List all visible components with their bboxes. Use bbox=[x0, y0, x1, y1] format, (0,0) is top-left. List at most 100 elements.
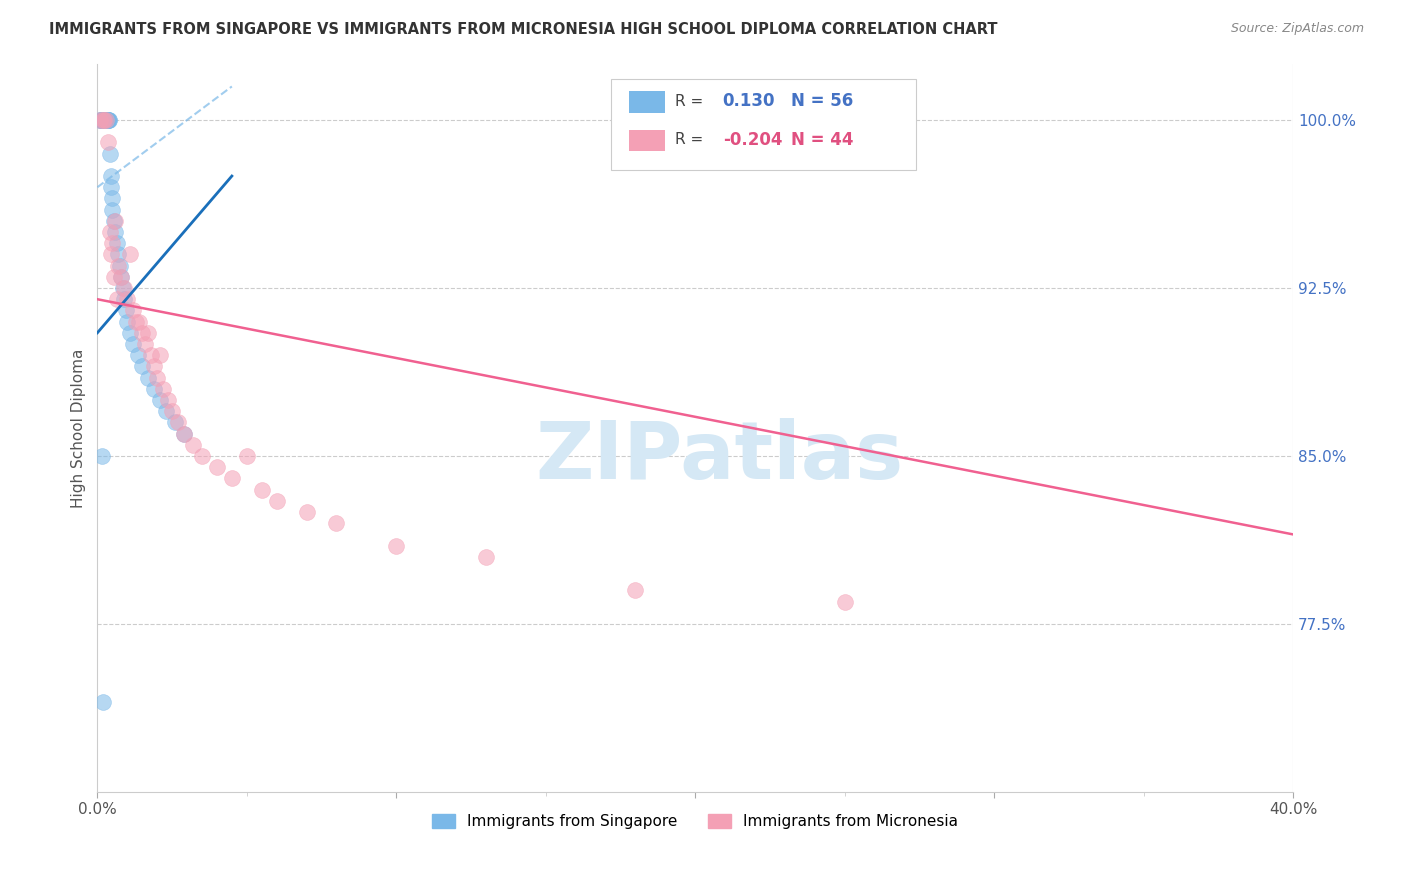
Point bbox=[94, 113, 117, 128]
Point bbox=[131, 326, 153, 340]
Point bbox=[91, 695, 114, 709]
Point bbox=[89, 113, 111, 128]
Point bbox=[103, 214, 125, 228]
Point bbox=[266, 493, 288, 508]
Point bbox=[94, 113, 117, 128]
Point bbox=[90, 113, 112, 128]
Point bbox=[101, 202, 124, 217]
Point bbox=[94, 113, 117, 128]
Point bbox=[120, 247, 142, 261]
Point bbox=[128, 315, 150, 329]
Point bbox=[97, 113, 120, 128]
Point bbox=[96, 113, 118, 128]
Point bbox=[236, 449, 259, 463]
Point bbox=[91, 113, 114, 128]
Point bbox=[89, 113, 111, 128]
Point bbox=[149, 392, 172, 407]
Point bbox=[120, 326, 142, 340]
Point bbox=[96, 113, 118, 128]
Point bbox=[136, 326, 159, 340]
Point bbox=[96, 113, 118, 128]
Point bbox=[134, 337, 156, 351]
Text: Source: ZipAtlas.com: Source: ZipAtlas.com bbox=[1230, 22, 1364, 36]
Point bbox=[221, 471, 243, 485]
FancyBboxPatch shape bbox=[612, 78, 917, 169]
Point bbox=[97, 113, 120, 128]
Point bbox=[173, 426, 195, 441]
Point bbox=[156, 392, 179, 407]
Point bbox=[160, 404, 183, 418]
Point bbox=[94, 113, 117, 128]
Point bbox=[100, 180, 122, 194]
Point bbox=[89, 113, 111, 128]
Point bbox=[91, 113, 114, 128]
Point bbox=[98, 225, 121, 239]
Text: -0.204: -0.204 bbox=[723, 131, 782, 149]
Point bbox=[125, 315, 148, 329]
Point bbox=[100, 247, 122, 261]
Point bbox=[173, 426, 195, 441]
Point bbox=[295, 505, 318, 519]
Point bbox=[98, 113, 121, 128]
Point bbox=[93, 113, 115, 128]
Point bbox=[91, 113, 114, 128]
Point bbox=[94, 113, 117, 128]
Point bbox=[105, 292, 128, 306]
Point bbox=[111, 281, 134, 295]
Point bbox=[91, 113, 114, 128]
Point bbox=[325, 516, 347, 531]
Point bbox=[205, 460, 228, 475]
Point bbox=[108, 259, 131, 273]
Point bbox=[149, 348, 172, 362]
Point bbox=[90, 449, 112, 463]
Text: ZIPatlas: ZIPatlas bbox=[534, 418, 903, 496]
Text: R =: R = bbox=[675, 94, 709, 109]
Point bbox=[114, 303, 136, 318]
Text: N = 44: N = 44 bbox=[790, 131, 853, 149]
FancyBboxPatch shape bbox=[630, 91, 665, 112]
Point bbox=[624, 583, 647, 598]
Point bbox=[98, 146, 121, 161]
Point bbox=[143, 382, 166, 396]
Point bbox=[475, 549, 498, 564]
Point bbox=[122, 337, 145, 351]
Point bbox=[93, 113, 115, 128]
Point bbox=[104, 214, 127, 228]
Point bbox=[143, 359, 166, 374]
Point bbox=[115, 292, 138, 306]
Point bbox=[155, 404, 177, 418]
Text: 0.130: 0.130 bbox=[723, 92, 775, 111]
Point bbox=[250, 483, 273, 497]
Point bbox=[90, 113, 112, 128]
Text: IMMIGRANTS FROM SINGAPORE VS IMMIGRANTS FROM MICRONESIA HIGH SCHOOL DIPLOMA CORR: IMMIGRANTS FROM SINGAPORE VS IMMIGRANTS … bbox=[49, 22, 998, 37]
Point bbox=[141, 348, 163, 362]
Point bbox=[131, 359, 153, 374]
Point bbox=[112, 292, 135, 306]
Point bbox=[104, 225, 127, 239]
Point bbox=[94, 113, 117, 128]
Point bbox=[167, 416, 190, 430]
Point bbox=[96, 113, 118, 128]
Point bbox=[96, 113, 118, 128]
Point bbox=[91, 113, 114, 128]
Point bbox=[91, 113, 114, 128]
Point bbox=[97, 136, 120, 150]
Point bbox=[107, 259, 129, 273]
Text: N = 56: N = 56 bbox=[790, 92, 853, 111]
Point bbox=[100, 191, 122, 205]
Point bbox=[110, 269, 132, 284]
FancyBboxPatch shape bbox=[630, 129, 665, 152]
Point bbox=[112, 281, 135, 295]
Point bbox=[91, 113, 114, 128]
Point bbox=[103, 269, 125, 284]
Point bbox=[385, 539, 408, 553]
Point bbox=[165, 416, 187, 430]
Point bbox=[93, 113, 115, 128]
Point bbox=[122, 303, 145, 318]
Point bbox=[107, 247, 129, 261]
Point bbox=[127, 348, 149, 362]
Point bbox=[101, 236, 124, 251]
Point bbox=[105, 236, 128, 251]
Point bbox=[97, 113, 120, 128]
Point bbox=[152, 382, 174, 396]
